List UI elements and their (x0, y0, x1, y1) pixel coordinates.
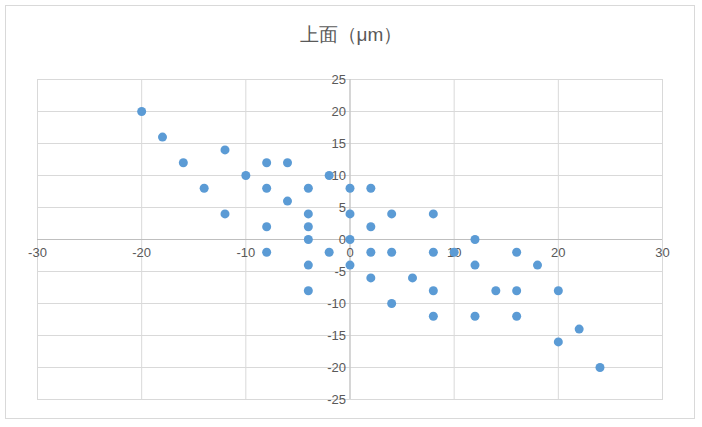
svg-text:0: 0 (339, 232, 346, 247)
svg-text:-5: -5 (334, 264, 346, 279)
svg-text:15: 15 (332, 136, 346, 151)
svg-text:30: 30 (655, 245, 669, 260)
svg-text:-25: -25 (327, 392, 346, 407)
svg-text:-10: -10 (236, 245, 255, 260)
svg-text:-20: -20 (132, 245, 151, 260)
svg-text:-20: -20 (327, 360, 346, 375)
svg-text:10: 10 (332, 168, 346, 183)
svg-text:0: 0 (346, 245, 353, 260)
html-text:上面（μm）: 上面（μm） (299, 24, 403, 45)
svg-text:-15: -15 (327, 328, 346, 343)
svg-text:-10: -10 (327, 296, 346, 311)
svg-text:-30: -30 (28, 245, 47, 260)
svg-text:25: 25 (332, 72, 346, 87)
svg-text:5: 5 (339, 200, 346, 215)
svg-text:10: 10 (447, 245, 461, 260)
svg-text:20: 20 (551, 245, 565, 260)
svg-text:20: 20 (332, 104, 346, 119)
